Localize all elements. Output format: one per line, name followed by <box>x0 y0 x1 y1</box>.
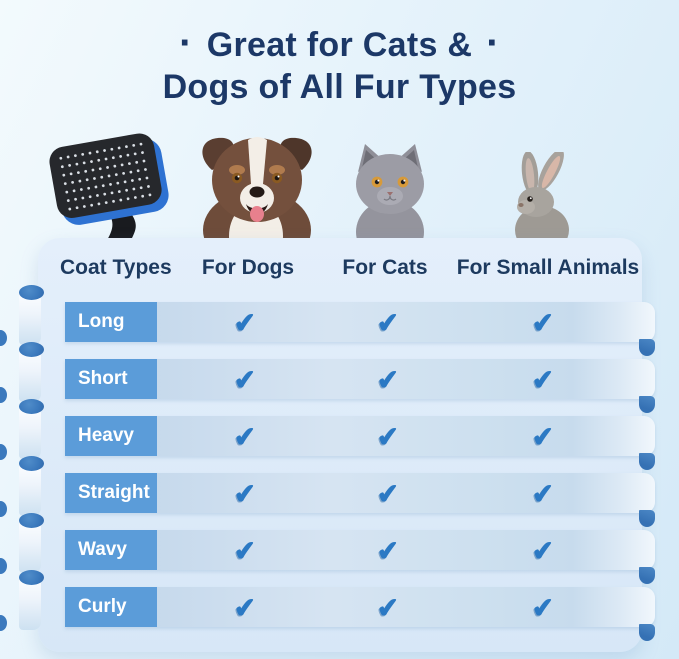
row-label-wavy: Wavy <box>65 530 157 570</box>
row-band <box>65 359 655 399</box>
row-band <box>65 587 655 627</box>
ribbon-curl-icon <box>19 285 44 300</box>
table-row: Wavy ✔ ✔ ✔ <box>0 513 679 584</box>
dog-image <box>202 137 312 240</box>
ribbon-curl-strip <box>19 464 41 516</box>
ribbon-curl-strip <box>19 407 41 459</box>
check-icon: ✔ <box>530 307 556 339</box>
cat-image <box>356 144 424 240</box>
row-label-long: Long <box>65 302 157 342</box>
title-line-2: Dogs of All Fur Types <box>0 66 679 108</box>
column-header-for-dogs: For Dogs <box>201 256 295 279</box>
ribbon-right-fold-icon <box>639 624 655 641</box>
ribbon-curl-icon <box>19 570 44 585</box>
check-icon: ✔ <box>375 478 401 510</box>
row-label-short: Short <box>65 359 157 399</box>
check-icon: ✔ <box>232 307 258 339</box>
rabbit-image <box>515 152 569 238</box>
ribbon-edge-fold-icon <box>0 615 7 631</box>
column-header-for-cats: For Cats <box>342 256 428 279</box>
ribbon-curl-icon <box>19 399 44 414</box>
check-icon: ✔ <box>375 421 401 453</box>
row-band <box>65 530 655 570</box>
title-dot-left-icon: · <box>179 21 193 65</box>
ribbon-curl-strip <box>19 293 41 345</box>
ribbon-edge-fold-icon <box>0 501 7 517</box>
ribbon-edge-fold-icon <box>0 330 7 346</box>
check-icon: ✔ <box>375 307 401 339</box>
row-label-straight: Straight <box>65 473 157 513</box>
row-band <box>65 473 655 513</box>
check-icon: ✔ <box>232 478 258 510</box>
row-label-heavy: Heavy <box>65 416 157 456</box>
check-icon: ✔ <box>530 421 556 453</box>
check-icon: ✔ <box>530 592 556 624</box>
table-row: Straight ✔ ✔ ✔ <box>0 456 679 527</box>
ribbon-curl-strip <box>19 521 41 573</box>
ribbon-curl-strip <box>19 578 41 630</box>
check-icon: ✔ <box>530 478 556 510</box>
title-text-1: Great for Cats & <box>206 26 473 64</box>
title-text-2: Dogs of All Fur Types <box>162 68 517 106</box>
ribbon-curl-icon <box>19 513 44 528</box>
check-icon: ✔ <box>232 592 258 624</box>
row-label-curly: Curly <box>65 587 157 627</box>
title-line-1: · Great for Cats & · <box>0 21 679 66</box>
check-icon: ✔ <box>232 421 258 453</box>
check-icon: ✔ <box>375 364 401 396</box>
check-icon: ✔ <box>375 592 401 624</box>
ribbon-right-fold-icon <box>639 510 655 527</box>
column-header-coat-types: Coat Types <box>60 256 172 279</box>
row-band <box>65 416 655 456</box>
ribbon-edge-fold-icon <box>0 387 7 403</box>
table-row: Curly ✔ ✔ ✔ <box>0 570 679 641</box>
table-row: Short ✔ ✔ ✔ <box>0 342 679 413</box>
check-icon: ✔ <box>232 364 258 396</box>
check-icon: ✔ <box>232 535 258 567</box>
table-row: Long ✔ ✔ ✔ <box>0 285 679 356</box>
check-icon: ✔ <box>530 364 556 396</box>
check-icon: ✔ <box>375 535 401 567</box>
check-icon: ✔ <box>530 535 556 567</box>
ribbon-curl-icon <box>19 342 44 357</box>
ribbon-edge-fold-icon <box>0 558 7 574</box>
ribbon-right-fold-icon <box>639 396 655 413</box>
column-header-small-animals: For Small Animals <box>456 256 640 279</box>
title-dot-right-icon: · <box>486 21 500 65</box>
row-band <box>65 302 655 342</box>
ribbon-right-fold-icon <box>639 453 655 470</box>
page-title: · Great for Cats & · Dogs of All Fur Typ… <box>0 21 679 108</box>
slicker-brush-image <box>49 133 169 240</box>
ribbon-curl-strip <box>19 350 41 402</box>
ribbon-curl-icon <box>19 456 44 471</box>
table-row: Heavy ✔ ✔ ✔ <box>0 399 679 470</box>
ribbon-right-fold-icon <box>639 339 655 356</box>
ribbon-right-fold-icon <box>639 567 655 584</box>
ribbon-edge-fold-icon <box>0 444 7 460</box>
